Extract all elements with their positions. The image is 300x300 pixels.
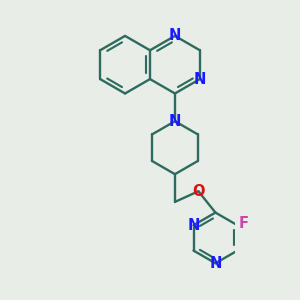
Text: O: O (192, 184, 205, 199)
Text: N: N (194, 72, 206, 87)
Text: N: N (187, 218, 200, 233)
Text: F: F (239, 216, 249, 231)
Text: N: N (209, 256, 222, 271)
Text: N: N (169, 114, 181, 129)
Text: N: N (169, 28, 181, 44)
